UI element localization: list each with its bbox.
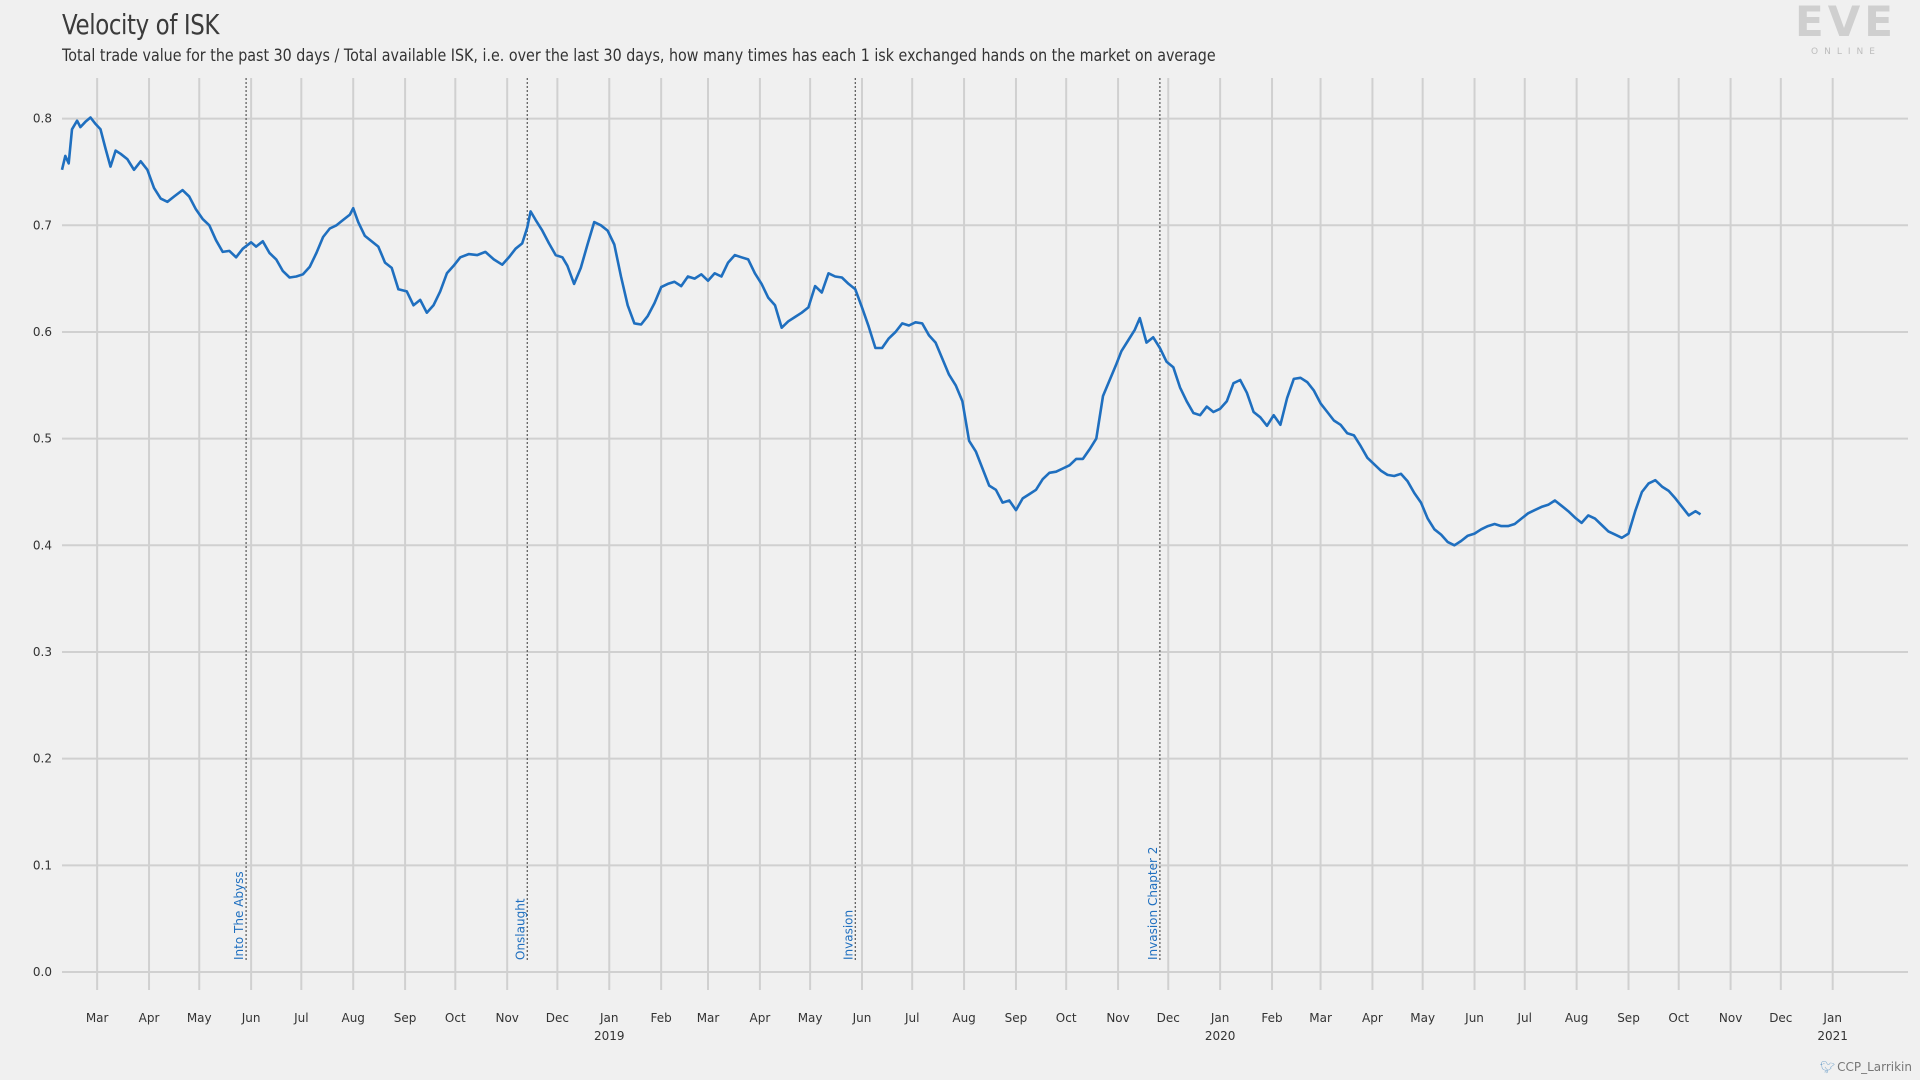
velocity-series-line [60, 116, 1702, 547]
x-tick-label: Jun [241, 1011, 261, 1025]
x-tick-label: Apr [139, 1011, 160, 1025]
y-tick-label: 0.0 [33, 965, 52, 979]
x-tick-label: Feb [1261, 1011, 1282, 1025]
x-tick-label: Aug [952, 1011, 975, 1025]
x-tick-label: Nov [1106, 1011, 1129, 1025]
release-marker-label: Onslaught [513, 898, 527, 960]
x-tick-label: Jul [293, 1011, 308, 1025]
grid-layer [62, 78, 1908, 990]
x-tick-label: Jun [852, 1011, 872, 1025]
y-tick-label: 0.5 [33, 432, 52, 446]
x-tick-year-label: 2020 [1205, 1029, 1236, 1043]
x-tick-label: Apr [1362, 1011, 1383, 1025]
annotation-layer: Into The Abyss Onslaught Invasion Invasion … [232, 78, 1161, 962]
x-tick-label: Nov [495, 1011, 518, 1025]
logo-subtext: ONLINE [1811, 47, 1881, 57]
x-tick-label: Oct [1668, 1011, 1689, 1025]
chart-title: Velocity of ISK [62, 8, 220, 41]
x-tick-label: Dec [1157, 1011, 1180, 1025]
y-tick-label: 0.2 [33, 752, 52, 766]
x-tick-label: Oct [445, 1011, 466, 1025]
x-tick-label: Jul [904, 1011, 919, 1025]
x-tick-label: Dec [1769, 1011, 1792, 1025]
x-tick-label: Aug [341, 1011, 364, 1025]
author-credit[interactable]: 🐦︎ CCP_Larrikin [1820, 1060, 1912, 1074]
x-tick-label: Feb [651, 1011, 672, 1025]
chart-subtitle: Total trade value for the past 30 days /… [62, 46, 1216, 66]
x-tick-year-label: 2019 [594, 1029, 625, 1043]
axis-layer: 0.0 0.1 0.2 0.3 0.4 0.5 0.6 0.7 0.8 Mar Apr May Jun J… [33, 112, 1848, 1043]
y-tick-label: 0.1 [33, 858, 52, 872]
x-tick-label: Oct [1056, 1011, 1077, 1025]
x-tick-label: Mar [86, 1011, 109, 1025]
credit-handle: CCP_Larrikin [1837, 1060, 1912, 1074]
logo-text: EVE [1795, 2, 1897, 46]
x-tick-label: Jan [1210, 1011, 1230, 1025]
release-marker-label: Invasion [841, 910, 855, 960]
x-tick-label: Nov [1719, 1011, 1742, 1025]
x-tick-label: Jun [1464, 1011, 1484, 1025]
y-tick-label: 0.3 [33, 645, 52, 659]
x-tick-label: May [1410, 1011, 1435, 1025]
release-marker-label: Into The Abyss [232, 871, 246, 960]
y-tick-label: 0.4 [33, 538, 52, 552]
x-tick-label: Mar [1309, 1011, 1332, 1025]
x-tick-label: May [798, 1011, 823, 1025]
twitter-bird-icon: 🐦︎ [1819, 1060, 1836, 1074]
x-tick-label: Aug [1565, 1011, 1588, 1025]
x-tick-label: Sep [1005, 1011, 1028, 1025]
x-tick-label: Sep [1617, 1011, 1640, 1025]
y-tick-label: 0.8 [33, 112, 52, 126]
x-tick-label: Mar [697, 1011, 720, 1025]
x-tick-label: Apr [750, 1011, 771, 1025]
y-tick-label: 0.7 [33, 218, 52, 232]
x-tick-label: Jan [599, 1011, 619, 1025]
series-layer [60, 116, 1702, 547]
x-tick-label: Dec [546, 1011, 569, 1025]
eve-online-logo: EVE ONLINE [1795, 2, 1897, 57]
release-marker-label: Invasion Chapter 2 [1146, 847, 1160, 960]
x-tick-label: Sep [394, 1011, 417, 1025]
x-tick-label: May [187, 1011, 212, 1025]
x-tick-label: Jul [1516, 1011, 1531, 1025]
x-tick-label: Jan [1822, 1011, 1842, 1025]
x-tick-year-label: 2021 [1817, 1029, 1848, 1043]
y-tick-label: 0.6 [33, 325, 52, 339]
